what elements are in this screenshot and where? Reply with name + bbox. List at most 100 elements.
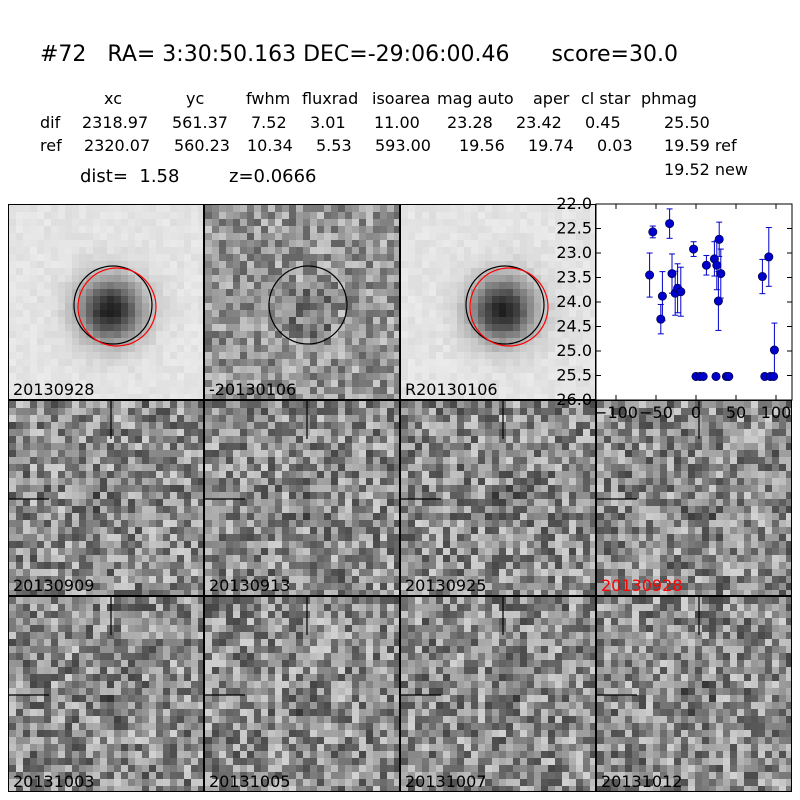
dif-cl-star: 0.45 (585, 113, 621, 132)
image-tile: 20130909 (8, 400, 204, 596)
image-tile: 20131003 (8, 596, 204, 792)
x-tick-label: 0 (691, 403, 701, 422)
ref-xc: 2320.07 (84, 136, 151, 155)
aperture-circle-new (469, 267, 549, 347)
tile-date-label: 20131005 (209, 772, 291, 791)
tile-image (205, 597, 399, 791)
tile-date-label: 20130928 (13, 380, 95, 399)
data-point (764, 252, 774, 262)
image-tile: 20130913 (204, 400, 400, 596)
candidate-header: #72 RA= 3:30:50.163 DEC=-29:06:00.46 sco… (40, 42, 678, 67)
row-label-dif: dif (40, 113, 61, 132)
tile-image (401, 401, 595, 595)
z-label: z=0.0666 (229, 166, 317, 187)
ref-cl-star: 0.03 (597, 136, 633, 155)
col-header-isoarea: isoarea (372, 89, 431, 108)
tile-date-label: 20131003 (13, 772, 95, 791)
data-point (656, 314, 666, 324)
data-point (701, 260, 711, 270)
dif-yc: 561.37 (172, 113, 228, 132)
data-point (665, 219, 675, 229)
y-tick-label: 23.5 (556, 268, 592, 287)
image-tile: 20130928 (8, 204, 204, 400)
ref-aper: 19.74 (528, 136, 574, 155)
ref-fwhm: 10.34 (247, 136, 293, 155)
image-tile: -20130106 (204, 204, 400, 400)
image-tile: R20130106 (400, 204, 596, 400)
dist-label: dist= 1.58 (80, 166, 180, 187)
col-header-mag-auto: mag auto (437, 89, 514, 108)
candidate-id: #72 (40, 42, 87, 67)
tile-date-label: 20130909 (13, 576, 95, 595)
ref-mag-auto: 19.56 (459, 136, 505, 155)
data-point (676, 287, 686, 297)
y-tick-label: 25.0 (556, 341, 592, 360)
col-header-yc: yc (186, 89, 205, 108)
aperture-circle-new (77, 267, 157, 347)
y-tick-label: 23.0 (556, 243, 592, 262)
data-point (714, 234, 724, 244)
dif-aper: 23.42 (516, 113, 562, 132)
col-header-aper: aper (533, 89, 570, 108)
tile-date-label: R20130106 (405, 380, 498, 399)
data-point (713, 296, 723, 306)
dif-mag-auto: 23.28 (447, 113, 493, 132)
image-tile: 20130928 (596, 400, 792, 596)
data-point (716, 269, 726, 279)
image-tile: 20131005 (204, 596, 400, 792)
dif-xc: 2318.97 (82, 113, 149, 132)
row-label-ref: ref (40, 136, 62, 155)
aperture-circle-ref (268, 265, 348, 345)
tile-image (597, 597, 791, 791)
col-header-phmag: phmag (641, 89, 697, 108)
tile-date-label: 20131007 (405, 772, 487, 791)
col-header-fluxrad: fluxrad (302, 89, 359, 108)
x-tick-label: −100 (594, 403, 638, 422)
col-header-cl-star: cl star (581, 89, 631, 108)
col-header-fwhm: fwhm (246, 89, 291, 108)
dif-phmag: 25.50 (664, 113, 710, 132)
tile-image (401, 597, 595, 791)
x-tick-label: 100 (761, 403, 792, 422)
tile-image (205, 205, 399, 399)
data-point (724, 371, 734, 381)
data-point (648, 227, 658, 237)
image-tile: 20131012 (596, 596, 792, 792)
tile-image (9, 205, 203, 399)
y-tick-label: 24.5 (556, 317, 592, 336)
data-point (712, 260, 722, 270)
dif-fluxrad: 3.01 (310, 113, 346, 132)
y-tick-label: 22.5 (556, 219, 592, 238)
aperture-circle-ref (465, 265, 545, 345)
data-point (757, 272, 767, 282)
col-header-xc: xc (104, 89, 122, 108)
x-tick-label: 50 (726, 403, 746, 422)
tile-date-label: 20130925 (405, 576, 487, 595)
ref-isoarea: 593.00 (375, 136, 431, 155)
tile-date-label: 20131012 (601, 772, 683, 791)
y-tick-label: 26.0 (556, 390, 592, 409)
dec-label: DEC=-29:06:00.46 (303, 42, 510, 67)
ref-phmag: 19.59 ref (664, 136, 737, 155)
image-tile: 20130925 (400, 400, 596, 596)
tile-image (401, 205, 595, 399)
data-point (769, 345, 779, 355)
tile-date-label: 20130928 (601, 576, 683, 595)
light-curve-panel: 22.0 22.5 23.0 23.5 24.0 24.5 25.0 25.5 26.0 −100… (556, 194, 793, 422)
dif-isoarea: 11.00 (374, 113, 420, 132)
data-point (657, 291, 667, 301)
tile-date-label: -20130106 (209, 380, 297, 399)
ref-fluxrad: 5.53 (316, 136, 352, 155)
tile-image (9, 401, 203, 595)
light-curve-chart: 22.0 22.5 23.0 23.5 24.0 24.5 25.0 25.5 26.0−100… (556, 194, 793, 422)
data-point (645, 270, 655, 280)
data-point (689, 244, 699, 254)
aperture-circle-ref (73, 265, 153, 345)
y-tick-label: 25.5 (556, 366, 592, 385)
tile-image (597, 401, 791, 595)
score-label: score=30.0 (551, 42, 678, 67)
y-tick-label: 22.0 (556, 194, 592, 213)
tile-date-label: 20130913 (209, 576, 291, 595)
ref-yc: 560.23 (174, 136, 230, 155)
image-tile: 20131007 (400, 596, 596, 792)
